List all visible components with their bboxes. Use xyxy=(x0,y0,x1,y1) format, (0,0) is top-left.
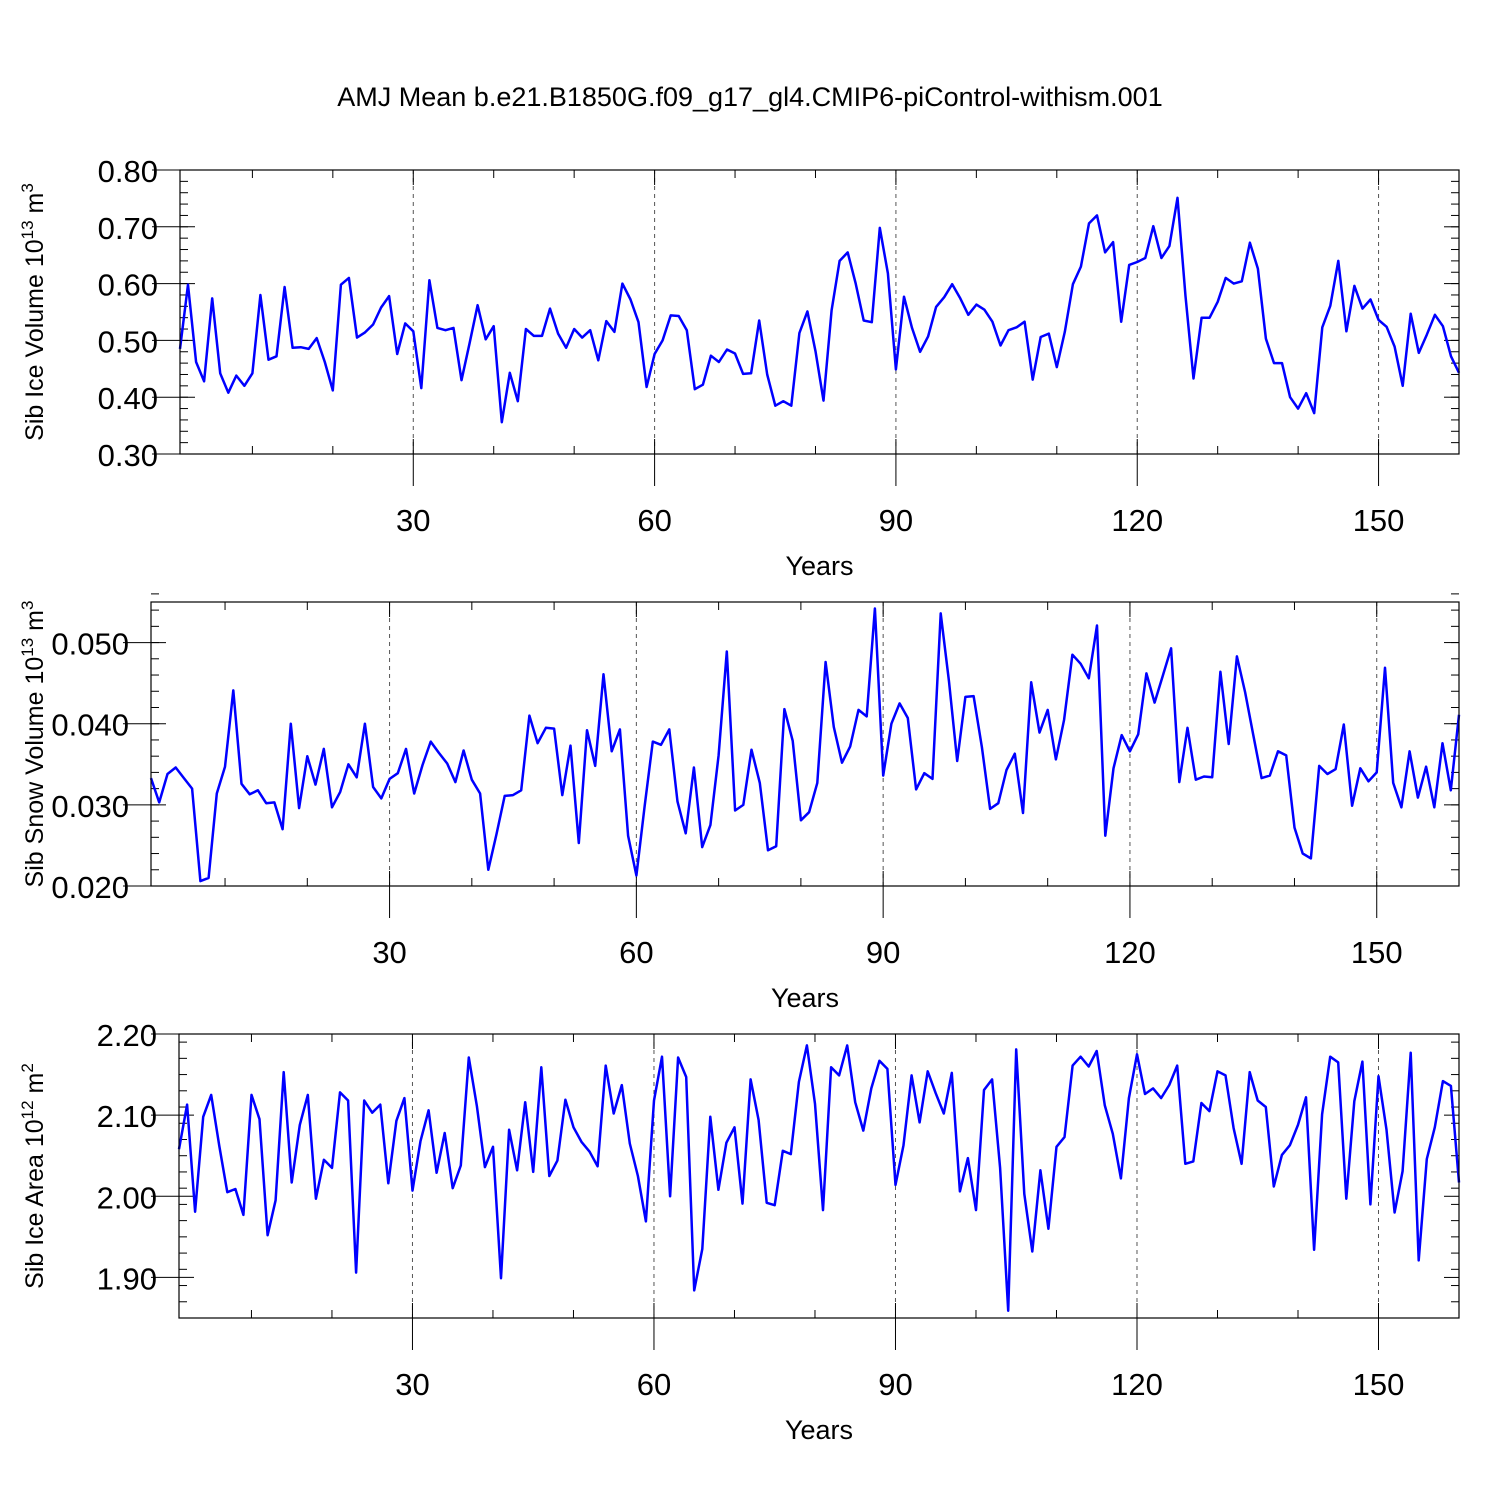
plot-frame xyxy=(179,169,1460,455)
y-tick-label: 0.030 xyxy=(51,789,129,824)
x-tick-label: 150 xyxy=(1353,503,1405,538)
x-tick-label: 150 xyxy=(1353,1367,1405,1402)
y-tick-label: 2.20 xyxy=(97,1018,157,1053)
y-tick-label: 0.40 xyxy=(98,381,158,416)
x-tick-label: 90 xyxy=(878,1367,912,1402)
x-axis-label: Years xyxy=(785,551,853,581)
y-tick-label: 0.80 xyxy=(98,154,158,189)
x-tick-label: 120 xyxy=(1111,503,1163,538)
figure-title: AMJ Mean b.e21.B1850G.f09_g17_gl4.CMIP6-… xyxy=(337,82,1163,112)
x-tick-label: 30 xyxy=(372,935,406,970)
series-line xyxy=(177,1044,1461,1312)
panel-snow-volume: 30 60 90 120 150 0.020 0.030 0.040 0.050 Years Sib… xyxy=(18,593,1461,1013)
y-tick-label: 0.70 xyxy=(98,211,158,246)
y-tick-label: 0.050 xyxy=(51,627,129,662)
plot-frame xyxy=(150,601,1460,887)
x-tick-label: 120 xyxy=(1111,1367,1163,1402)
x-tick-label: 60 xyxy=(619,935,653,970)
y-tick-label: 0.040 xyxy=(51,708,129,743)
panel-ice-area: 30 60 90 120 150 1.90 2.00 2.10 2.20 Years Sib Ice… xyxy=(18,1018,1461,1445)
y-axis-label: Sib Ice Volume 1013 m3 xyxy=(18,183,49,441)
y-tick-label: 2.00 xyxy=(97,1180,157,1215)
y-tick-label: 1.90 xyxy=(97,1261,157,1296)
x-tick-label: 60 xyxy=(637,1367,671,1402)
x-tick-label: 120 xyxy=(1104,935,1156,970)
x-tick-label: 30 xyxy=(396,503,430,538)
x-axis-label: Years xyxy=(771,983,839,1013)
x-tick-label: 90 xyxy=(879,503,913,538)
y-tick-label: 2.10 xyxy=(97,1099,157,1134)
x-tick-label: 150 xyxy=(1351,935,1403,970)
y-tick-label: 0.30 xyxy=(98,438,158,473)
series-line xyxy=(178,196,1461,424)
y-axis-label: Sib Snow Volume 1013 m3 xyxy=(18,601,49,888)
y-tick-label: 0.020 xyxy=(51,870,129,905)
x-tick-label: 30 xyxy=(395,1367,429,1402)
x-axis-label: Years xyxy=(785,1415,853,1445)
series-line xyxy=(149,607,1461,883)
x-tick-label: 60 xyxy=(637,503,671,538)
x-tick-label: 90 xyxy=(866,935,900,970)
y-axis-label: Sib Ice Area 1012 m2 xyxy=(18,1063,49,1289)
plot-frame xyxy=(178,1033,1460,1319)
y-tick-label: 0.60 xyxy=(98,268,158,303)
y-tick-label: 0.50 xyxy=(98,324,158,359)
panel-ice-volume: 30 60 90 120 150 0.30 0.40 0.50 0.60 0.70 0.80 Year… xyxy=(18,154,1461,581)
